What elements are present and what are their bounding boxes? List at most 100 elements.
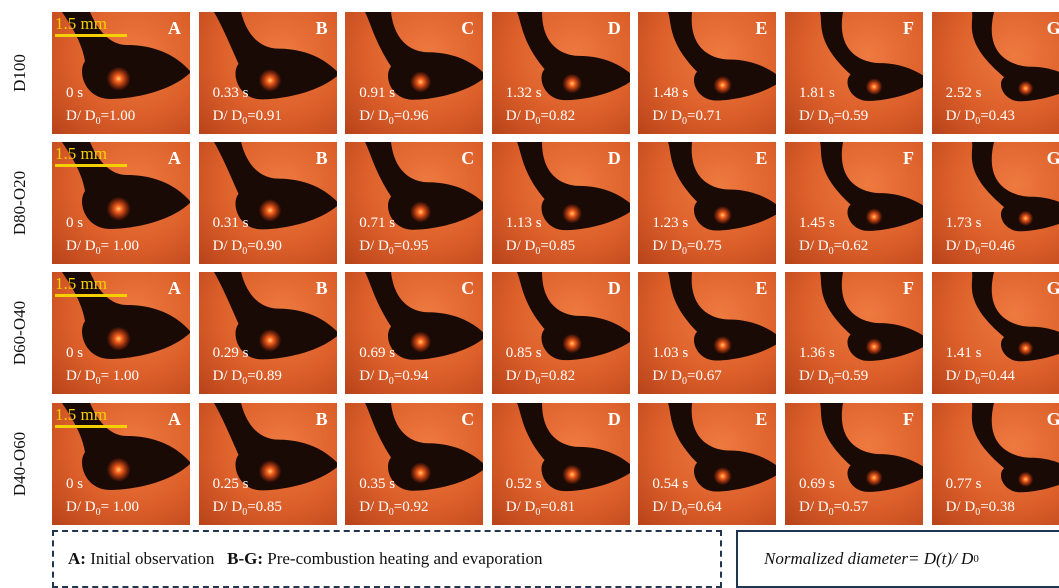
ratio-label: D/ D0=0.96	[359, 108, 428, 127]
ratio-value: =0.90	[247, 238, 282, 254]
ratio-prefix: D/ D	[213, 108, 243, 124]
legend-key: B-G:	[227, 549, 263, 569]
row-label: D100	[0, 12, 40, 134]
ratio-label: D/ D0= 1.00	[66, 238, 139, 257]
frame-letter: G	[1047, 148, 1059, 169]
ratio-prefix: D/ D	[359, 108, 389, 124]
ratio-prefix: D/ D	[359, 238, 389, 254]
time-label: 0 s	[66, 215, 83, 232]
frame-letter: E	[755, 148, 767, 169]
legend-subscript: 0	[973, 553, 979, 565]
frame-letter: A	[168, 409, 181, 430]
ratio-prefix: D/ D	[66, 499, 96, 515]
ratio-value: =0.96	[394, 108, 429, 124]
ratio-label: D/ D0=0.95	[359, 238, 428, 257]
ratio-prefix: D/ D	[799, 238, 829, 254]
time-label: 0.33 s	[213, 85, 249, 102]
frame-letter: B	[316, 409, 328, 430]
time-label: 0.29 s	[213, 345, 249, 362]
time-label: 0.77 s	[946, 476, 982, 493]
ratio-prefix: D/ D	[213, 499, 243, 515]
glow	[410, 462, 431, 483]
photo: C0.69 sD/ D0=0.94	[345, 272, 483, 394]
photo: A1.5 mm0 sD/ D0= 1.00	[52, 272, 190, 394]
ratio-prefix: D/ D	[946, 499, 976, 515]
glow	[714, 206, 732, 224]
ratio-label: D/ D0=0.67	[652, 368, 721, 387]
glow	[410, 71, 431, 92]
ratio-label: D/ D0=0.59	[799, 108, 868, 127]
glow	[714, 467, 732, 485]
ratio-value: =0.81	[540, 499, 575, 515]
time-label: 0.91 s	[359, 85, 395, 102]
ratio-label: D/ D0= 1.00	[66, 499, 139, 518]
frame-letter: D	[608, 18, 621, 39]
time-label: 1.81 s	[799, 85, 835, 102]
ratio-label: D/ D0=0.90	[213, 238, 282, 257]
ratio-value: =0.43	[980, 108, 1015, 124]
photo: G2.52 sD/ D0=0.43	[932, 12, 1059, 134]
frame-letter: F	[903, 148, 914, 169]
ratio-label: D/ D0=0.43	[946, 108, 1015, 127]
time-label: 0.25 s	[213, 476, 249, 493]
legend-text: Pre-combustion heating and evaporation	[267, 549, 542, 569]
ratio-value: = 1.00	[101, 368, 139, 384]
figure: D100 A1.5 mm0 sD/ D0=1.00 B0.33 sD/ D0=0…	[0, 0, 1059, 581]
ratio-value: = 1.00	[101, 238, 139, 254]
ratio-value: =0.59	[834, 108, 869, 124]
glow	[714, 336, 732, 354]
scale-bar-label: 1.5 mm	[55, 405, 107, 425]
ratio-value: =0.67	[687, 368, 722, 384]
time-label: 1.32 s	[506, 85, 542, 102]
time-label: 0 s	[66, 476, 83, 493]
photo: B0.25 sD/ D0=0.85	[199, 403, 337, 525]
time-label: 1.41 s	[946, 345, 982, 362]
frame-letter: C	[461, 409, 474, 430]
ratio-prefix: D/ D	[652, 238, 682, 254]
ratio-value: =0.62	[834, 238, 869, 254]
ratio-label: D/ D0=0.62	[799, 238, 868, 257]
ratio-value: =0.95	[394, 238, 429, 254]
ratio-label: D/ D0=0.91	[213, 108, 282, 127]
ratio-label: D/ D0=0.46	[946, 238, 1015, 257]
ratio-label: D/ D0=0.85	[506, 238, 575, 257]
glow	[107, 458, 131, 482]
glow	[107, 327, 131, 351]
ratio-prefix: D/ D	[213, 368, 243, 384]
time-label: 0.85 s	[506, 345, 542, 362]
frame-letter: C	[461, 148, 474, 169]
photo: E1.48 sD/ D0=0.71	[638, 12, 776, 134]
ratio-prefix: D/ D	[799, 499, 829, 515]
ratio-prefix: D/ D	[652, 108, 682, 124]
glow	[258, 199, 281, 222]
scale-bar	[55, 294, 127, 297]
photo: A 1.5 mm 0 s D/ D0= 1.00	[52, 403, 190, 525]
frame-letter: B	[316, 18, 328, 39]
ratio-value: =0.94	[394, 368, 429, 384]
ratio-label: D/ D0=1.00	[66, 108, 135, 127]
ratio-value: =0.38	[980, 499, 1015, 515]
glow	[107, 197, 131, 221]
photo: A 1.5 mm 0 s D/ D0= 1.00	[52, 142, 190, 264]
photo: A1.5 mm0 sD/ D0=1.00	[52, 12, 190, 134]
glow	[1018, 211, 1033, 226]
scale-bar-label: 1.5 mm	[55, 144, 107, 164]
frame-letter: D	[608, 278, 621, 299]
ratio-prefix: D/ D	[652, 499, 682, 515]
frame-letter: C	[461, 278, 474, 299]
photo: E1.03 sD/ D0=0.67	[638, 272, 776, 394]
ratio-prefix: D/ D	[799, 368, 829, 384]
legend-left: A: Initial observation B-G: Pre-combusti…	[52, 530, 722, 588]
frame-letter: A	[168, 148, 181, 169]
ratio-label: D/ D0=0.38	[946, 499, 1015, 518]
ratio-prefix: D/ D	[359, 368, 389, 384]
ratio-prefix: D/ D	[946, 238, 976, 254]
ratio-prefix: D/ D	[66, 108, 96, 124]
time-label: 0.52 s	[506, 476, 542, 493]
glow	[562, 74, 582, 94]
time-label: 1.73 s	[946, 215, 982, 232]
